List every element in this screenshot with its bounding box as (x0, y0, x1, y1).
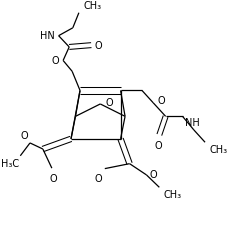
Text: O: O (51, 56, 59, 66)
Text: CH₃: CH₃ (164, 189, 182, 199)
Text: O: O (20, 131, 28, 141)
Text: O: O (95, 41, 102, 51)
Text: O: O (105, 98, 113, 108)
Text: O: O (49, 173, 57, 183)
Text: NH: NH (185, 118, 200, 128)
Text: O: O (149, 169, 157, 179)
Text: O: O (154, 140, 162, 150)
Text: HN: HN (40, 30, 55, 40)
Text: H₃C: H₃C (1, 158, 19, 168)
Text: O: O (157, 96, 165, 106)
Text: O: O (95, 173, 102, 183)
Text: CH₃: CH₃ (83, 1, 102, 11)
Text: CH₃: CH₃ (210, 144, 228, 154)
